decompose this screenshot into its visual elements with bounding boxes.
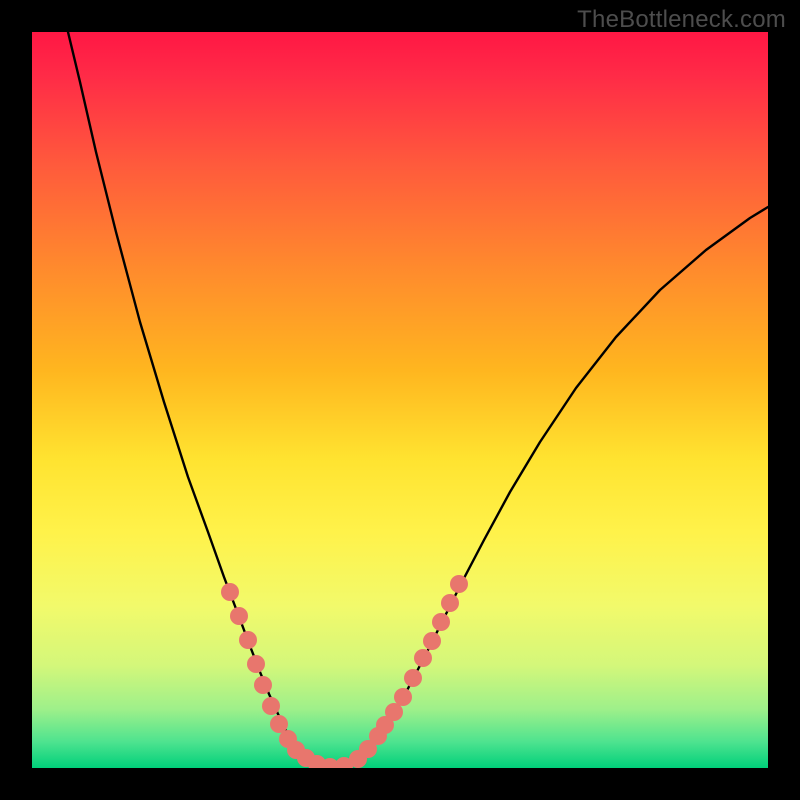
data-marker bbox=[432, 613, 450, 631]
data-marker bbox=[404, 669, 422, 687]
data-marker bbox=[239, 631, 257, 649]
data-marker bbox=[423, 632, 441, 650]
chart-stage: TheBottleneck.com bbox=[0, 0, 800, 800]
bottleneck-chart bbox=[0, 0, 800, 800]
data-marker bbox=[414, 649, 432, 667]
data-marker bbox=[441, 594, 459, 612]
data-marker bbox=[450, 575, 468, 593]
plot-area-gradient bbox=[32, 32, 768, 768]
data-marker bbox=[394, 688, 412, 706]
data-marker bbox=[270, 715, 288, 733]
data-marker bbox=[230, 607, 248, 625]
data-marker bbox=[247, 655, 265, 673]
watermark-label: TheBottleneck.com bbox=[577, 6, 786, 34]
data-marker bbox=[385, 703, 403, 721]
data-marker bbox=[262, 697, 280, 715]
data-marker bbox=[254, 676, 272, 694]
data-marker bbox=[221, 583, 239, 601]
